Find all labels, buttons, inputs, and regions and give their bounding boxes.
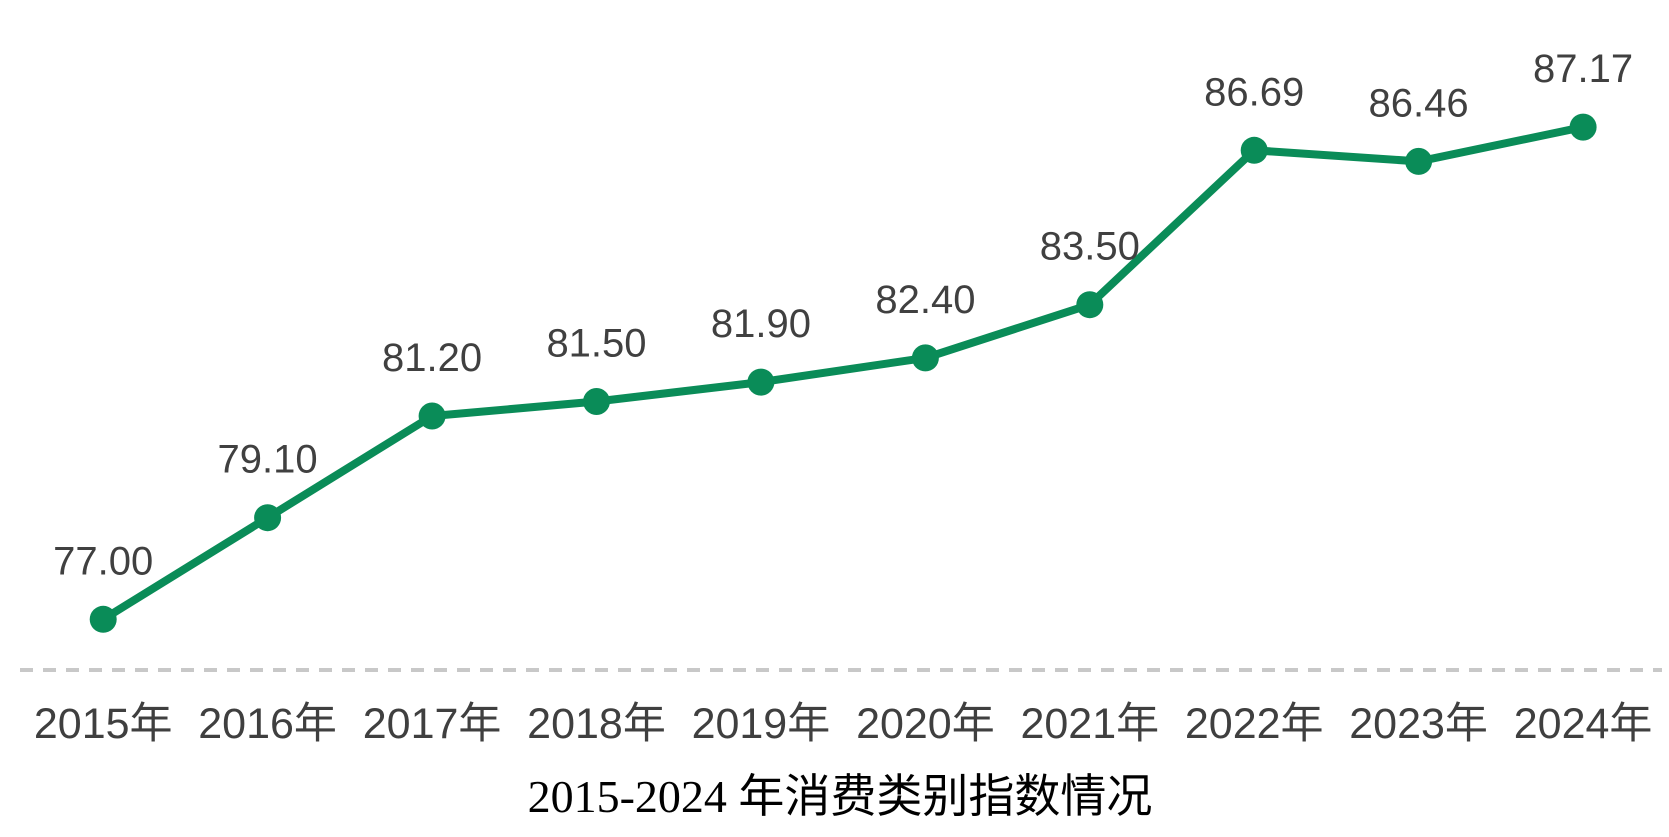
- series-layer: 77.00 79.10 81.20 81.50 81.90 82.40 83.50 86.69…: [53, 47, 1633, 633]
- data-point-marker: [911, 344, 939, 372]
- data-point-marker: [583, 388, 610, 415]
- data-label: 79.10: [218, 438, 318, 482]
- x-axis-label: 2024年: [1514, 700, 1653, 748]
- data-label: 86.69: [1204, 70, 1304, 114]
- data-label: 77.00: [53, 539, 153, 583]
- data-point-marker: [1569, 113, 1597, 141]
- data-point-marker: [418, 402, 446, 430]
- x-axis-label: 2019年: [692, 700, 831, 748]
- data-point-marker: [1076, 291, 1104, 319]
- x-axis-label: 2016年: [198, 700, 337, 748]
- series-line: [99, 123, 1588, 624]
- data-label: 86.46: [1369, 81, 1469, 125]
- data-label: 81.50: [546, 322, 646, 366]
- x-axis-label: 2020年: [856, 700, 995, 748]
- x-axis-label: 2021年: [1020, 700, 1159, 748]
- chart-title: 2015-2024 年消费类别指数情况: [528, 771, 1153, 822]
- data-label: 81.20: [382, 336, 482, 380]
- x-axis-label: 2023年: [1349, 700, 1488, 748]
- x-axis-label: 2022年: [1185, 700, 1324, 748]
- x-axis-label: 2018年: [527, 700, 666, 748]
- data-point-marker: [1405, 147, 1433, 175]
- data-point-marker: [89, 605, 117, 633]
- data-point-marker: [747, 368, 775, 396]
- x-axis-label: 2017年: [363, 700, 502, 748]
- data-point-marker: [1240, 136, 1268, 164]
- data-label: 87.17: [1533, 47, 1633, 91]
- x-axis-labels: 2015年 2016年 2017年 2018年 2019年 2020年 2021年 2022年…: [34, 700, 1653, 748]
- data-label: 82.40: [875, 278, 975, 322]
- data-label: 81.90: [711, 302, 811, 346]
- data-label: 83.50: [1040, 225, 1140, 269]
- data-point-marker: [254, 504, 282, 532]
- x-axis-label: 2015年: [34, 700, 173, 748]
